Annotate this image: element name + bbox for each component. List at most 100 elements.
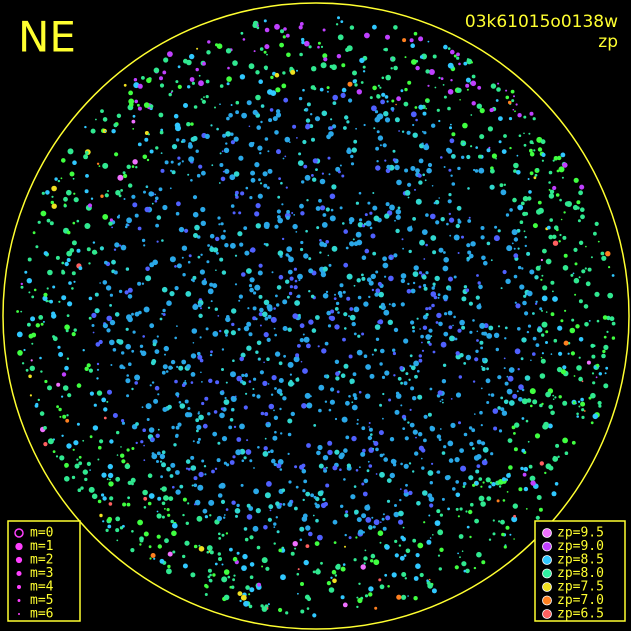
star — [238, 299, 241, 302]
star — [276, 285, 282, 290]
star — [126, 374, 129, 377]
star — [400, 273, 407, 279]
star — [535, 300, 538, 303]
star — [239, 599, 242, 603]
star — [334, 359, 340, 364]
star — [149, 149, 154, 154]
star — [513, 237, 519, 242]
star — [271, 458, 276, 464]
star — [447, 47, 451, 50]
star — [201, 459, 205, 463]
star — [498, 429, 503, 433]
star — [344, 533, 347, 537]
star — [373, 559, 380, 566]
star — [506, 473, 511, 478]
legend-label: m=4 — [30, 580, 54, 595]
star — [340, 20, 344, 23]
star — [276, 303, 280, 307]
star — [552, 290, 554, 293]
star — [131, 312, 134, 316]
star — [56, 382, 61, 387]
star — [356, 278, 361, 283]
star — [574, 293, 577, 296]
star — [245, 585, 250, 590]
star — [368, 525, 372, 528]
star — [205, 79, 210, 84]
star — [462, 485, 466, 488]
star — [513, 169, 517, 173]
star — [548, 234, 553, 240]
star — [412, 271, 419, 277]
star — [206, 50, 211, 55]
star — [442, 84, 445, 86]
star — [441, 451, 446, 455]
star — [31, 295, 35, 299]
star — [142, 154, 148, 160]
star — [202, 423, 208, 429]
star — [313, 424, 317, 427]
star — [536, 209, 542, 215]
star — [380, 348, 385, 354]
star — [505, 213, 510, 217]
star — [403, 554, 407, 557]
star — [325, 290, 329, 294]
star — [461, 296, 467, 302]
star — [372, 525, 376, 529]
star — [581, 408, 585, 412]
star — [457, 328, 462, 333]
star — [365, 517, 372, 523]
star — [327, 449, 333, 456]
star — [517, 113, 522, 118]
star — [76, 248, 81, 253]
star — [174, 336, 177, 340]
star — [80, 486, 84, 490]
star — [196, 173, 201, 178]
star — [219, 163, 224, 167]
star — [267, 314, 272, 319]
star — [310, 294, 315, 299]
star — [200, 220, 206, 226]
star — [588, 320, 591, 322]
star — [502, 499, 506, 502]
star — [286, 246, 293, 253]
star — [461, 561, 467, 567]
star — [384, 159, 387, 162]
star — [299, 323, 305, 329]
star — [329, 441, 332, 445]
star — [161, 486, 167, 492]
star — [383, 48, 386, 51]
star — [447, 310, 453, 316]
star — [478, 495, 485, 502]
star — [302, 333, 305, 336]
star — [187, 502, 190, 505]
star — [249, 587, 255, 593]
star — [151, 453, 158, 460]
star — [368, 586, 374, 592]
star — [239, 74, 246, 80]
star — [575, 324, 580, 329]
star — [560, 152, 566, 158]
star — [343, 262, 349, 268]
star — [393, 511, 400, 518]
legend-label: zp=8.5 — [557, 553, 604, 568]
star — [377, 281, 382, 287]
star — [399, 555, 405, 561]
star — [559, 198, 562, 202]
star — [541, 309, 543, 312]
star — [555, 193, 560, 197]
star — [412, 329, 415, 333]
star — [90, 197, 94, 200]
star — [603, 383, 609, 389]
star — [574, 262, 578, 266]
star — [303, 164, 308, 169]
star — [488, 538, 492, 541]
star — [287, 432, 292, 437]
star — [132, 114, 136, 118]
star — [311, 174, 314, 177]
star — [92, 241, 96, 244]
star — [351, 401, 354, 404]
star — [35, 323, 40, 328]
star — [234, 283, 238, 286]
star — [379, 403, 383, 407]
star — [434, 275, 440, 282]
